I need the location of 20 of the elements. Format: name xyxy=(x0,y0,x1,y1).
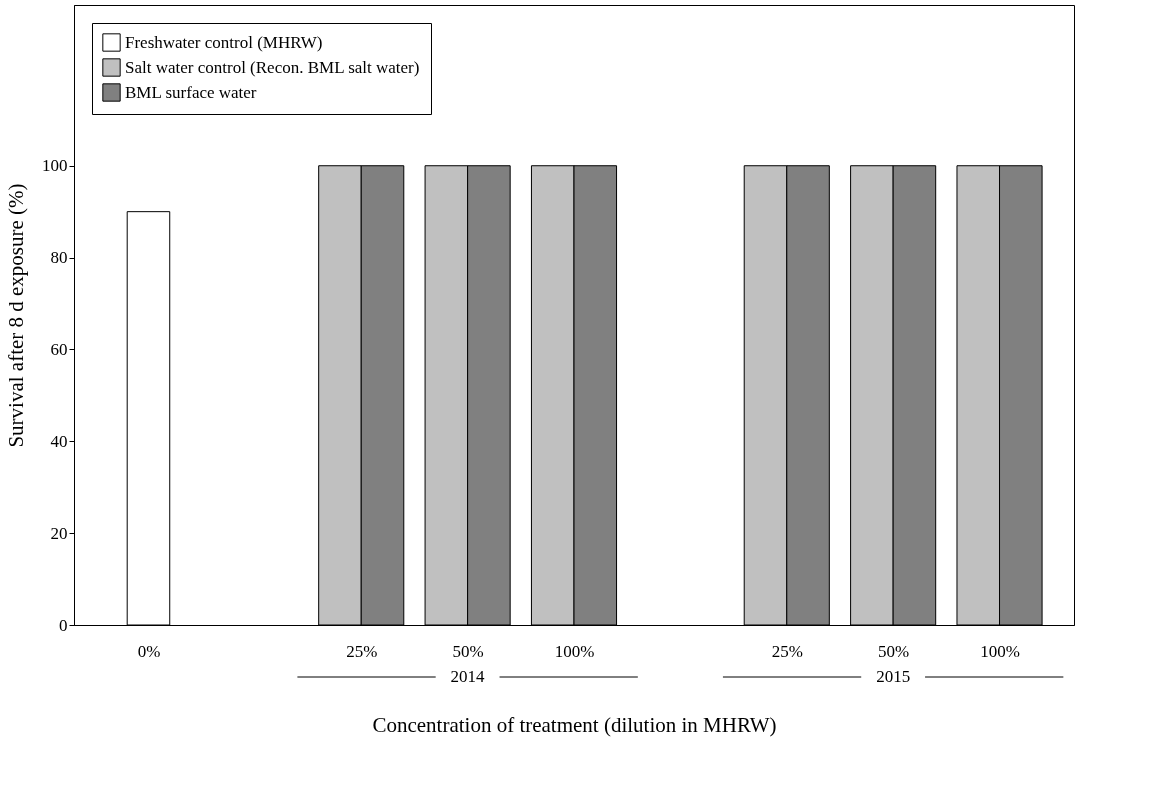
x-tick-label: 100% xyxy=(554,641,595,661)
x-tick-label: 25% xyxy=(346,641,378,661)
y-tick-label: 80 xyxy=(50,248,68,268)
y-axis-title: Survival after 8 d exposure (%) xyxy=(4,183,28,448)
y-tick-label: 100 xyxy=(42,156,68,176)
x-tick-label: 100% xyxy=(980,641,1020,661)
text: 2014 xyxy=(450,667,486,686)
x-axis-title: Concentration of treatment (dilution in MHRW) xyxy=(372,712,777,737)
y-tick-label: 40 xyxy=(50,431,68,451)
text: 2015 xyxy=(876,667,911,686)
y-tick-label: 0 xyxy=(59,615,68,635)
x-tick-label: 0% xyxy=(137,641,161,661)
legend-label: Salt water control (Recon. BML salt water) xyxy=(125,57,420,77)
legend-label: Freshwater control (MHRW) xyxy=(125,32,323,52)
legend-label: BML surface water xyxy=(125,82,257,102)
x-tick-label: 50% xyxy=(878,641,910,661)
x-tick-label: 50% xyxy=(452,641,484,661)
x-tick-label: 25% xyxy=(771,641,803,661)
y-tick-label: 60 xyxy=(50,339,68,359)
y-tick-label: 20 xyxy=(50,523,68,543)
